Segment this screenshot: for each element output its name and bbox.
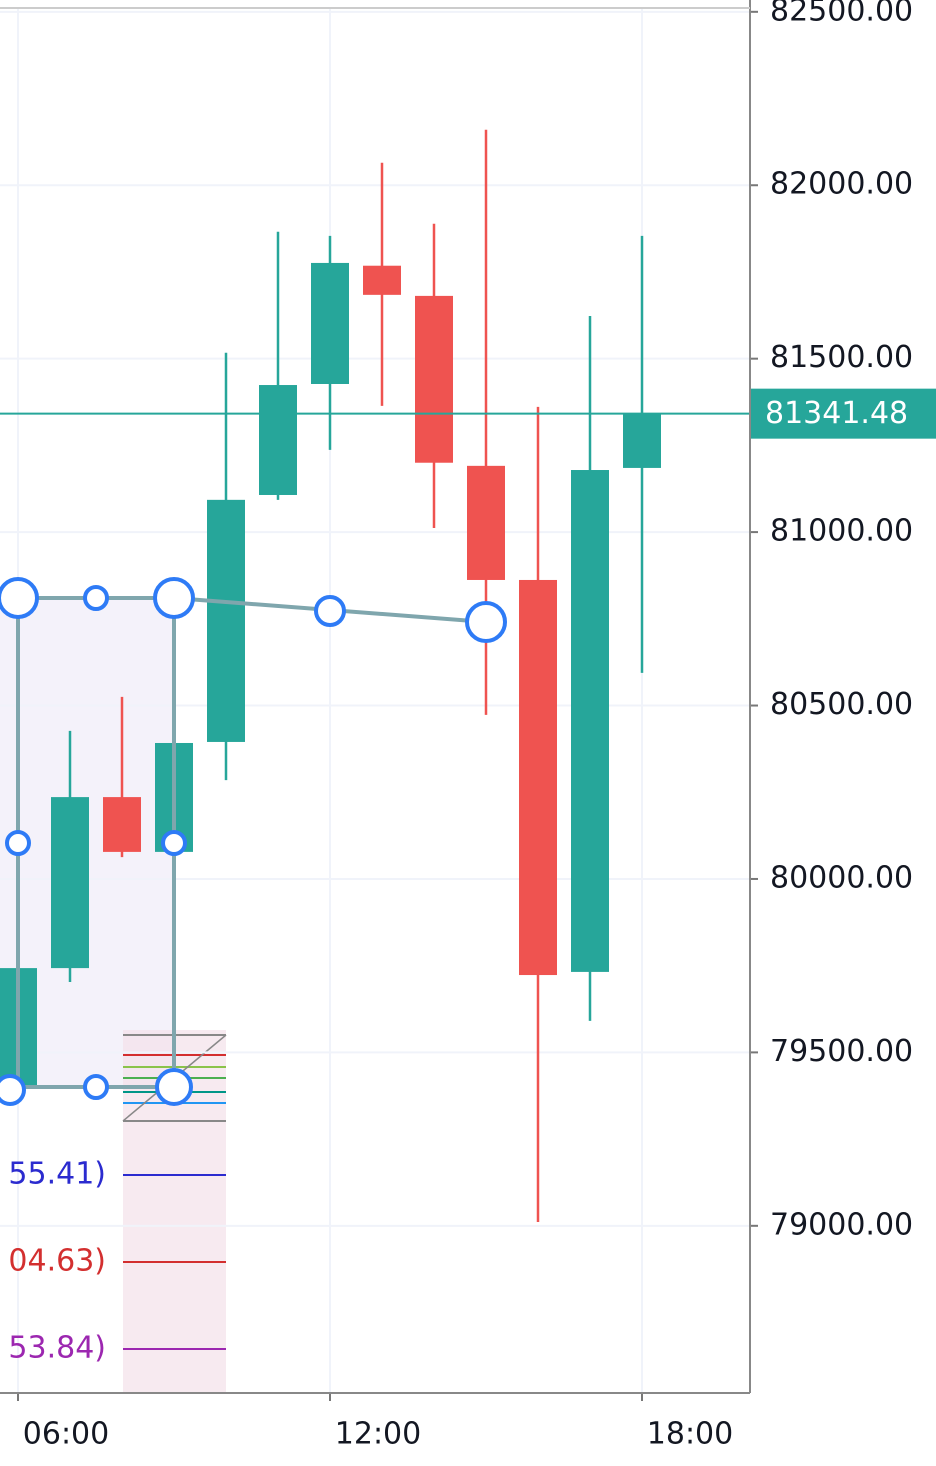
annotations: 55.41) 04.63) 53.84) <box>8 1157 106 1366</box>
candle-body <box>103 797 141 852</box>
x-tick-label: 12:00 <box>335 1417 421 1452</box>
candle-body <box>51 797 89 969</box>
handle <box>83 585 109 611</box>
candle-body <box>519 579 557 976</box>
y-tick-label: 80000.00 <box>770 860 913 895</box>
candle-body <box>363 265 401 295</box>
y-tick-label: 82000.00 <box>770 167 913 202</box>
handle <box>0 577 39 619</box>
y-tick-label: 79500.00 <box>770 1034 913 1069</box>
fib-label: 04.63) <box>8 1244 106 1279</box>
candle-body <box>259 385 297 495</box>
candle-body <box>311 262 349 384</box>
handle <box>0 1074 26 1106</box>
handle <box>314 595 346 627</box>
x-tick-label: 06:00 <box>23 1417 109 1452</box>
y-tick-label: 81500.00 <box>770 340 913 375</box>
last-price-label: 81341.48 <box>765 396 908 431</box>
candle-body <box>415 295 453 463</box>
handle <box>5 830 31 856</box>
candle-body <box>207 499 245 742</box>
y-tick-label: 82500.00 <box>770 0 913 28</box>
handle <box>161 830 187 856</box>
fib-label: 53.84) <box>8 1331 106 1366</box>
x-tick-label: 18:00 <box>647 1417 733 1452</box>
handle <box>465 601 507 643</box>
candle-body <box>623 413 661 468</box>
handle <box>83 1074 109 1100</box>
y-tick-label: 81000.00 <box>770 514 913 549</box>
y-tick-label: 79000.00 <box>770 1207 913 1242</box>
y-tick-label: 80500.00 <box>770 687 913 722</box>
candle-body <box>467 465 505 580</box>
handle <box>153 577 195 619</box>
fib-label: 55.41) <box>8 1157 106 1192</box>
last-price-box <box>750 388 936 439</box>
handle <box>155 1068 193 1106</box>
candle-body <box>571 470 609 972</box>
drawing-path <box>0 577 507 1106</box>
